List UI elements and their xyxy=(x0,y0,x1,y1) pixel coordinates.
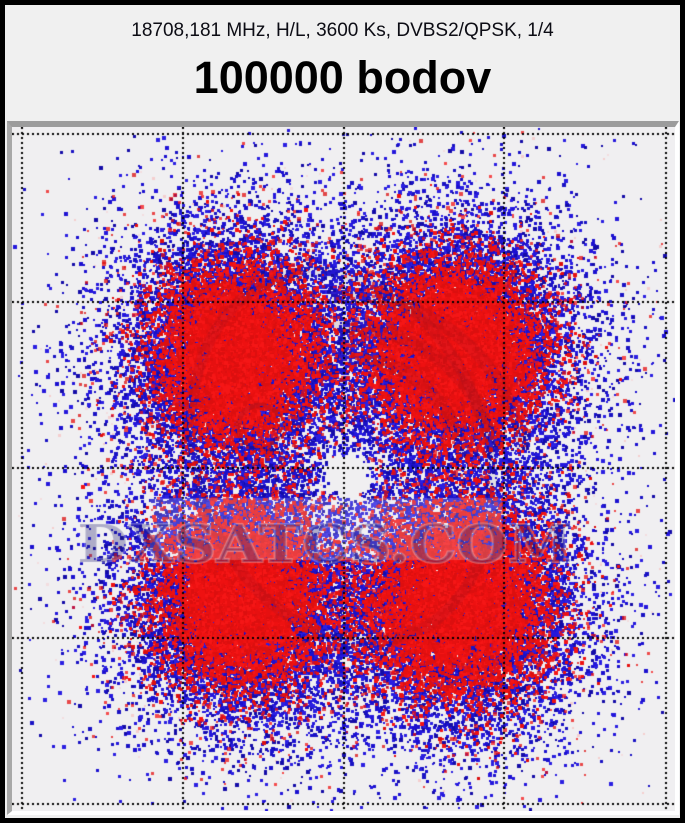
header: 18708,181 MHz, H/L, 3600 Ks, DVBS2/QPSK,… xyxy=(5,20,680,101)
page-title: 100000 bodov xyxy=(193,52,492,103)
transponder-info: 18708,181 MHz, H/L, 3600 Ks, DVBS2/QPSK,… xyxy=(131,20,554,41)
constellation-canvas xyxy=(12,127,675,811)
constellation-plot-panel xyxy=(7,121,679,815)
